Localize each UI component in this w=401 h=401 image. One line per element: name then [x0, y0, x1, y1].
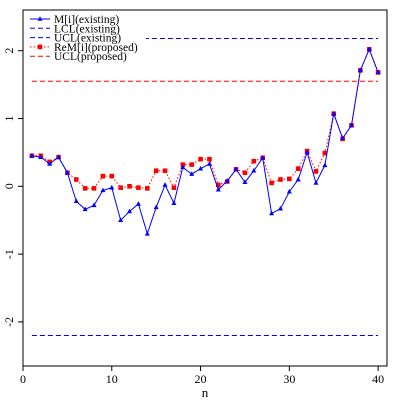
- data-point-m-i-existing: [286, 188, 292, 194]
- data-point-rem-i-proposed: [73, 177, 79, 182]
- data-point-m-i-existing: [206, 161, 212, 166]
- data-point-m-i-existing: [144, 230, 150, 236]
- data-point-rem-i-proposed: [136, 185, 141, 190]
- data-point-m-i-existing: [331, 110, 337, 116]
- data-point-m-i-existing: [375, 69, 381, 75]
- data-point-rem-i-proposed: [198, 156, 203, 162]
- data-point-m-i-existing: [82, 206, 88, 212]
- data-point-rem-i-proposed: [91, 186, 97, 191]
- data-point-rem-i-proposed: [162, 168, 168, 174]
- data-point-m-i-existing: [109, 184, 115, 190]
- data-point-m-i-existing: [366, 46, 372, 52]
- series-layer: [29, 46, 381, 236]
- data-point-m-i-existing: [277, 205, 283, 211]
- x-tick-label: 40: [372, 372, 384, 386]
- legend-label: UCL(existing): [54, 33, 121, 45]
- data-point-m-i-existing: [304, 149, 310, 155]
- data-point-m-i-existing: [215, 186, 221, 192]
- data-point-m-i-existing: [29, 152, 35, 158]
- data-point-m-i-existing: [251, 167, 257, 173]
- legend-marker: [37, 44, 43, 50]
- data-point-m-i-existing: [260, 155, 266, 160]
- data-point-rem-i-proposed: [216, 182, 221, 188]
- y-tick-label: -1: [2, 249, 16, 259]
- y-tick-label: -2: [2, 317, 16, 327]
- data-point-m-i-existing: [322, 162, 328, 168]
- data-point-rem-i-proposed: [118, 185, 123, 190]
- data-point-m-i-existing: [91, 202, 97, 208]
- plot-frame: [22, 9, 388, 367]
- legend-label: M[i](existing): [54, 14, 119, 26]
- data-point-m-i-existing: [313, 180, 319, 185]
- y-tick-label: 1: [2, 115, 16, 121]
- data-point-rem-i-proposed: [100, 173, 106, 179]
- data-point-m-i-existing: [189, 171, 195, 176]
- data-point-rem-i-proposed: [251, 158, 257, 164]
- data-point-m-i-existing: [118, 217, 124, 223]
- data-point-m-i-existing: [269, 210, 275, 216]
- data-point-rem-i-proposed: [189, 162, 194, 167]
- y-tick-label: 0: [2, 183, 16, 189]
- series-line-rem-i-proposed: [31, 47, 379, 189]
- data-point-rem-i-proposed: [295, 166, 301, 171]
- data-point-m-i-existing: [47, 161, 53, 166]
- data-point-rem-i-proposed: [82, 186, 88, 191]
- data-point-m-i-existing: [127, 208, 133, 214]
- data-point-m-i-existing: [233, 166, 239, 172]
- x-tick-label: 30: [283, 372, 295, 386]
- data-point-m-i-existing: [180, 164, 186, 170]
- data-point-m-i-existing: [295, 176, 301, 182]
- data-point-rem-i-proposed: [322, 150, 328, 156]
- data-point-m-i-existing: [198, 165, 204, 171]
- data-point-m-i-existing: [242, 179, 248, 185]
- data-point-m-i-existing: [357, 67, 363, 73]
- data-point-m-i-existing: [171, 200, 177, 206]
- legend-marker: [37, 16, 43, 21]
- data-point-m-i-existing: [38, 154, 44, 159]
- y-tick-label: 2: [2, 48, 16, 54]
- data-point-rem-i-proposed: [153, 168, 159, 174]
- data-point-rem-i-proposed: [171, 185, 177, 190]
- data-point-m-i-existing: [100, 187, 106, 193]
- x-tick-label: 0: [20, 372, 26, 386]
- data-point-rem-i-proposed: [144, 186, 150, 191]
- legend-label: LCL(existing): [54, 23, 120, 35]
- data-point-rem-i-proposed: [242, 170, 248, 176]
- data-point-m-i-existing: [56, 154, 62, 159]
- data-point-m-i-existing: [153, 204, 159, 210]
- data-point-m-i-existing: [348, 122, 354, 128]
- x-tick-label: 20: [195, 372, 207, 386]
- data-point-rem-i-proposed: [287, 176, 292, 182]
- data-point-rem-i-proposed: [269, 180, 274, 186]
- data-point-m-i-existing: [64, 169, 70, 175]
- legend-label: ReM[i](proposed): [54, 42, 138, 54]
- x-tick-label: 10: [106, 372, 118, 386]
- data-point-rem-i-proposed: [278, 177, 283, 182]
- data-point-rem-i-proposed: [127, 184, 132, 189]
- data-point-rem-i-proposed: [109, 173, 115, 179]
- data-point-m-i-existing: [224, 178, 230, 183]
- data-point-rem-i-proposed: [207, 156, 212, 162]
- data-point-m-i-existing: [135, 201, 141, 206]
- data-point-rem-i-proposed: [313, 169, 319, 174]
- series-line-m-i-existing: [31, 47, 379, 236]
- legend: M[i](existing)LCL(existing)UCL(existing)…: [28, 12, 146, 65]
- data-point-m-i-existing: [73, 198, 79, 204]
- axes-layer: 0 10 20 30 40 -2 -1 0 1 2: [2, 48, 384, 386]
- legend-label: UCL(proposed): [54, 51, 127, 63]
- data-point-m-i-existing: [162, 182, 168, 187]
- data-point-m-i-existing: [340, 135, 346, 140]
- x-axis-title: n: [202, 385, 209, 400]
